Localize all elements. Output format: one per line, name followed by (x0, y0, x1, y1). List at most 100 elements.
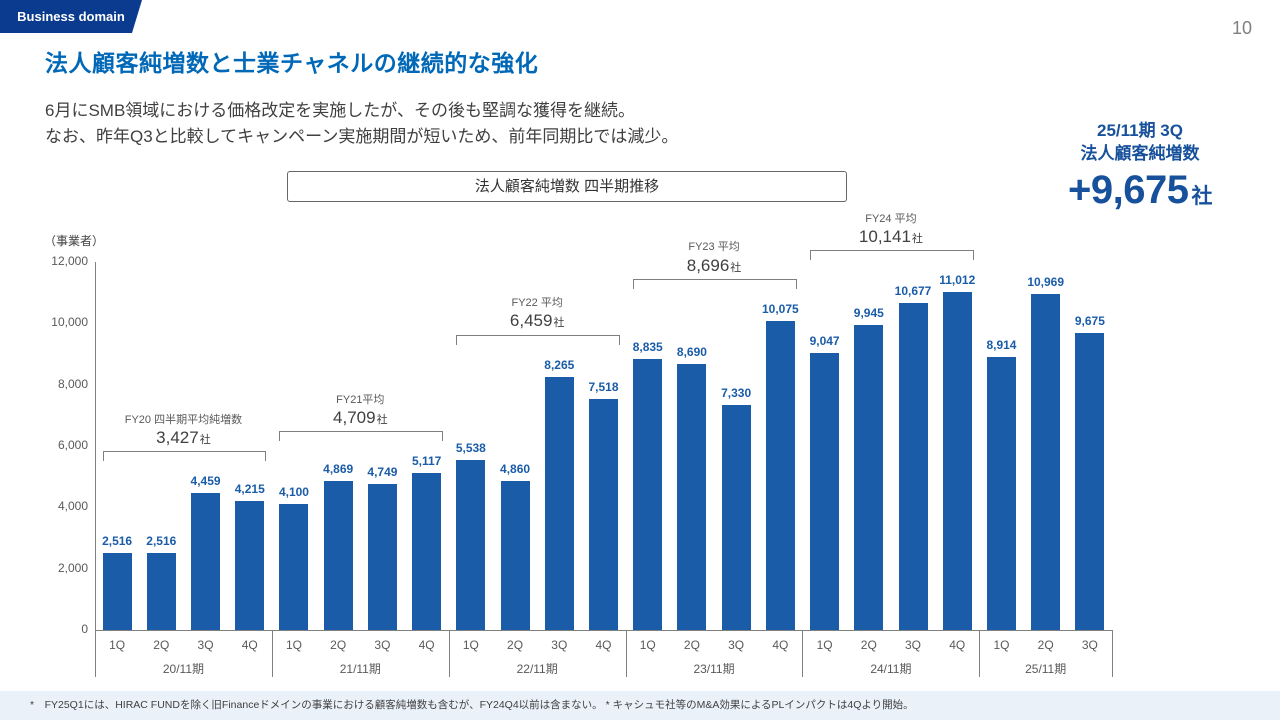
bar-value-label: 4,860 (500, 461, 531, 476)
body-line-2: なお、昨年Q3と比較してキャンペーン実施期間が短いため、前年同期比では減少。 (45, 127, 679, 147)
x-quarter-label: 2Q (153, 638, 170, 652)
bar (456, 460, 486, 630)
domain-badge: Business domain (0, 0, 142, 33)
x-quarter-label: 4Q (949, 638, 966, 652)
x-quarter-label: 1Q (639, 638, 656, 652)
x-quarter-label: 3Q (551, 638, 568, 652)
bar-value-label: 9,675 (1074, 314, 1105, 329)
bar (589, 399, 618, 630)
x-quarter-label: 4Q (595, 638, 612, 652)
bar-value-label: 8,835 (632, 340, 663, 355)
x-quarter-label: 2Q (860, 638, 877, 652)
highlight-number: +9,675 (1068, 167, 1189, 212)
bar (102, 552, 132, 630)
bar (279, 504, 309, 630)
bar (721, 405, 751, 630)
highlight-unit: 社 (1191, 184, 1212, 208)
average-label: FY22 平均 6,459社 (427, 291, 647, 332)
y-tick-label: 8,000 (57, 376, 88, 391)
bar-value-label: 4,869 (323, 461, 354, 476)
x-quarter-label: 3Q (905, 638, 922, 652)
average-unit: 社 (376, 413, 388, 426)
average-unit: 社 (199, 433, 211, 446)
highlight-value: +9,675 社 (1005, 168, 1275, 213)
x-group-separator (802, 630, 804, 677)
average-bracket (810, 250, 974, 261)
bar-value-label: 11,012 (939, 273, 976, 288)
bar (1031, 293, 1061, 630)
bar-value-label: 4,215 (234, 481, 265, 496)
bar-value-label: 9,047 (809, 333, 840, 348)
bar (323, 480, 353, 630)
x-year-label: 22/11期 (516, 662, 558, 676)
bar-value-label: 10,075 (762, 302, 799, 317)
x-year-label: 25/11期 (1025, 662, 1067, 676)
x-group-separator (448, 630, 450, 677)
highlight-period: 25/11期 3Q (1096, 121, 1183, 140)
highlight-callout: 25/11期 3Q 法人顧客純増数 +9,675 社 (1005, 120, 1275, 213)
average-unit: 社 (911, 232, 923, 245)
body-text: 6月にSMB領域における価格改定を実施したが、その後も堅調な獲得を継続。 なお、… (45, 98, 678, 151)
x-group-separator (625, 630, 627, 677)
average-value: 4,709 (333, 407, 376, 427)
y-tick-label: 6,000 (57, 438, 88, 452)
x-quarter-label: 4Q (772, 638, 789, 652)
average-bracket (279, 431, 444, 442)
x-quarter-label: 4Q (241, 638, 258, 652)
average-label: FY24 平均 10,141社 (781, 206, 1001, 247)
bar (367, 484, 397, 630)
average-label-value: 10,141社 (859, 227, 923, 247)
x-group-separator (1112, 630, 1113, 677)
bar-value-label: 2,516 (146, 533, 177, 548)
bar-value-label: 4,100 (278, 485, 309, 500)
bar (898, 302, 928, 630)
average-label: FY21平均 4,709社 (250, 387, 470, 428)
x-quarter-label: 2Q (683, 638, 700, 652)
bar (810, 352, 840, 630)
bar (677, 363, 707, 630)
average-value: 6,459 (509, 311, 553, 331)
y-axis-line (95, 262, 96, 630)
x-quarter-label: 2Q (330, 638, 347, 652)
highlight-metric-label: 法人顧客純増数 (1080, 143, 1200, 163)
x-quarter-label: 1Q (993, 638, 1010, 652)
average-value: 10,141 (858, 226, 911, 246)
x-quarter-label: 2Q (1037, 638, 1054, 652)
x-group-separator (979, 630, 981, 677)
x-year-label: 20/11期 (162, 662, 204, 676)
y-axis-unit-label: （事業者） (44, 234, 105, 248)
average-bracket (633, 279, 797, 290)
bar-value-label: 7,518 (588, 380, 619, 395)
bar (500, 480, 530, 630)
average-unit: 社 (730, 261, 742, 274)
footnote-bar: * FY25Q1には、HIRAC FUNDを除く旧Financeドメインの事業に… (0, 691, 1280, 720)
x-group-separator (271, 630, 273, 677)
y-tick-label: 10,000 (51, 315, 88, 330)
bar (191, 493, 221, 630)
bar (633, 359, 663, 630)
x-quarter-label: 1Q (285, 638, 302, 652)
bar-value-label: 7,330 (721, 386, 752, 401)
bar (942, 292, 972, 630)
bar-value-label: 5,117 (411, 454, 442, 469)
x-quarter-label: 2Q (507, 638, 524, 652)
bar (544, 376, 574, 630)
average-bracket (456, 334, 620, 345)
average-label-value: 6,459社 (510, 311, 565, 331)
average-label: FY20 四半期平均純増数 3,427社 (73, 407, 293, 448)
y-tick-label: 12,000 (51, 254, 88, 268)
average-label-title: FY20 四半期平均純増数 (124, 413, 243, 426)
bar (412, 473, 442, 630)
x-year-label: 21/11期 (339, 662, 381, 676)
body-line-1: 6月にSMB領域における価格改定を実施したが、その後も堅調な獲得を継続。 (45, 101, 635, 120)
x-quarter-label: 1Q (109, 638, 126, 652)
bar-value-label: 2,516 (102, 533, 133, 548)
average-unit: 社 (553, 317, 565, 330)
average-label-title: FY24 平均 (865, 212, 917, 225)
bar (146, 552, 176, 630)
bar-value-label: 5,538 (455, 441, 486, 456)
bar (765, 321, 795, 630)
average-value: 8,696 (686, 255, 730, 275)
bar (986, 356, 1016, 630)
